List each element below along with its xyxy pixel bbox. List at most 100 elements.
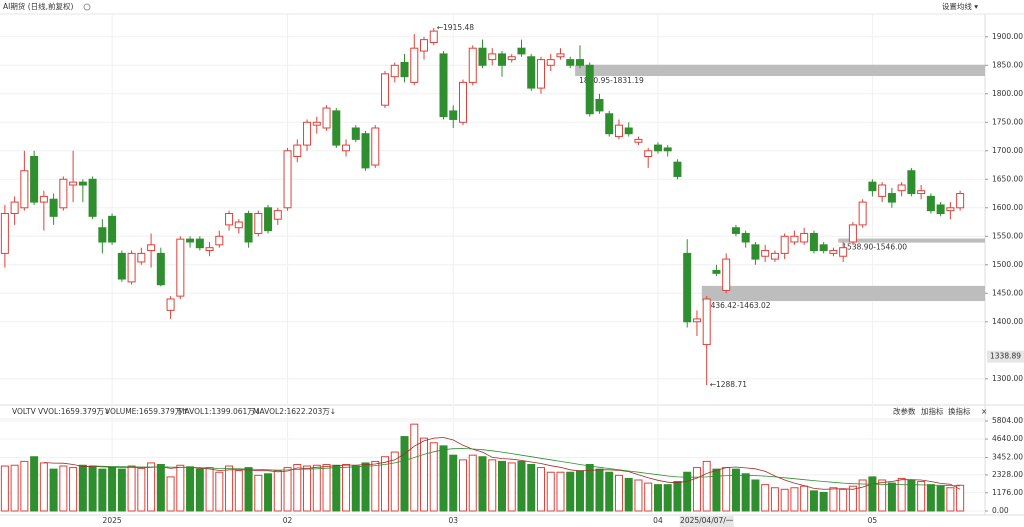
candle-body (917, 190, 926, 195)
volume-bar (741, 473, 750, 512)
volume-bar (868, 476, 877, 512)
candle-body (527, 56, 536, 89)
indicator-button[interactable]: 换指标 (948, 406, 971, 416)
volume-bar (770, 487, 779, 512)
indicator-button[interactable]: 加指标 (921, 406, 944, 416)
candle-body (117, 252, 126, 280)
volume-bar (926, 484, 935, 512)
y-tick-label: 5804.00 (992, 416, 1023, 425)
candle-body (420, 39, 429, 52)
volume-bar (371, 460, 380, 512)
candle-body (770, 252, 779, 260)
candle-body (478, 47, 487, 66)
y-tick-label: 1650.00 (992, 174, 1023, 183)
candle-body (722, 258, 731, 291)
volume-bar (517, 460, 526, 512)
candle-body (332, 110, 341, 146)
y-tick-label: 1600.00 (992, 203, 1023, 212)
volume-bar (449, 454, 458, 512)
volume-bar (683, 471, 692, 512)
candle-body (137, 252, 146, 263)
volume-bar (351, 465, 360, 512)
indicator-button[interactable]: × (981, 407, 987, 416)
volume-bar (273, 470, 282, 512)
candle-body (595, 98, 604, 112)
volume-bar (361, 462, 370, 512)
y-tick-label: 1500.00 (992, 260, 1023, 269)
candle-body (156, 252, 165, 286)
candle-body (605, 113, 614, 135)
volume-bar (497, 460, 507, 512)
x-tick-label: 04 (653, 516, 663, 525)
candle-body (88, 178, 97, 217)
settings-icon[interactable] (83, 3, 91, 11)
volume-bar (410, 423, 419, 512)
y-tick-label: 3452.00 (992, 452, 1023, 461)
candle-body (946, 207, 955, 212)
volume-bar (117, 468, 126, 512)
y-tick-label: 1400.00 (992, 317, 1023, 326)
volume-bar (839, 488, 848, 512)
candle-body (926, 195, 935, 212)
x-tick-label: 05 (868, 516, 878, 525)
volume-bar (605, 471, 614, 512)
volume-bar (624, 477, 633, 512)
candle-body (761, 250, 770, 257)
date-marker: 2025/04/07/一 (680, 516, 734, 525)
candle-body (429, 30, 438, 43)
volume-bar (264, 473, 273, 512)
zone-label: 1538.90-1546.00 (842, 243, 907, 252)
volume-bar (722, 467, 731, 512)
candle-body (585, 64, 594, 115)
candle-body (517, 47, 526, 55)
candle-body (683, 252, 692, 323)
volume-bar (205, 467, 214, 512)
volume-bar (30, 456, 39, 512)
volume-bar (702, 460, 711, 512)
candle-body (809, 232, 818, 252)
candle-body (273, 210, 282, 220)
candle-body (49, 198, 58, 217)
candle-body (887, 193, 896, 203)
candle-body (322, 107, 331, 129)
zone-label: 1436.42-1463.02 (706, 301, 771, 310)
volume-bar (59, 465, 68, 512)
volume-bar (49, 468, 58, 512)
volume-bar (692, 467, 701, 512)
candle-body (751, 244, 760, 260)
candle-body (644, 150, 653, 157)
candle-body (215, 235, 224, 246)
candle-body (575, 59, 584, 66)
volume-bar (225, 465, 234, 512)
candle-body (39, 195, 48, 203)
candle-body (108, 215, 117, 243)
candle-body (166, 298, 175, 311)
candle-body (312, 121, 321, 126)
volume-bar (858, 479, 867, 512)
candle-body (868, 181, 877, 192)
volume-bar (98, 468, 107, 512)
volume-bar (293, 463, 302, 512)
volume-bar (819, 491, 828, 512)
volume-bar (381, 456, 390, 512)
volume-bar (312, 464, 321, 512)
volume-bar (342, 463, 351, 512)
volume-bar (478, 456, 487, 512)
candle-body (400, 61, 409, 78)
volume-bar (10, 464, 19, 512)
candle-body (381, 73, 390, 106)
volume-bar (712, 468, 721, 512)
candle-body (234, 221, 243, 229)
candle-body (556, 53, 565, 58)
y-tick-label: 1800.00 (992, 89, 1023, 98)
volume-bar (809, 490, 818, 512)
volume-bar (332, 464, 341, 512)
candle-body (634, 138, 643, 143)
indicator-button[interactable]: 改参数 (893, 406, 916, 416)
candle-body (69, 181, 78, 186)
candle-body (147, 244, 156, 252)
ma-menu[interactable]: 设置均线 ▾ (942, 1, 978, 11)
volume-bar (127, 465, 136, 512)
candle-body (497, 53, 507, 66)
volume-bar (147, 462, 156, 512)
